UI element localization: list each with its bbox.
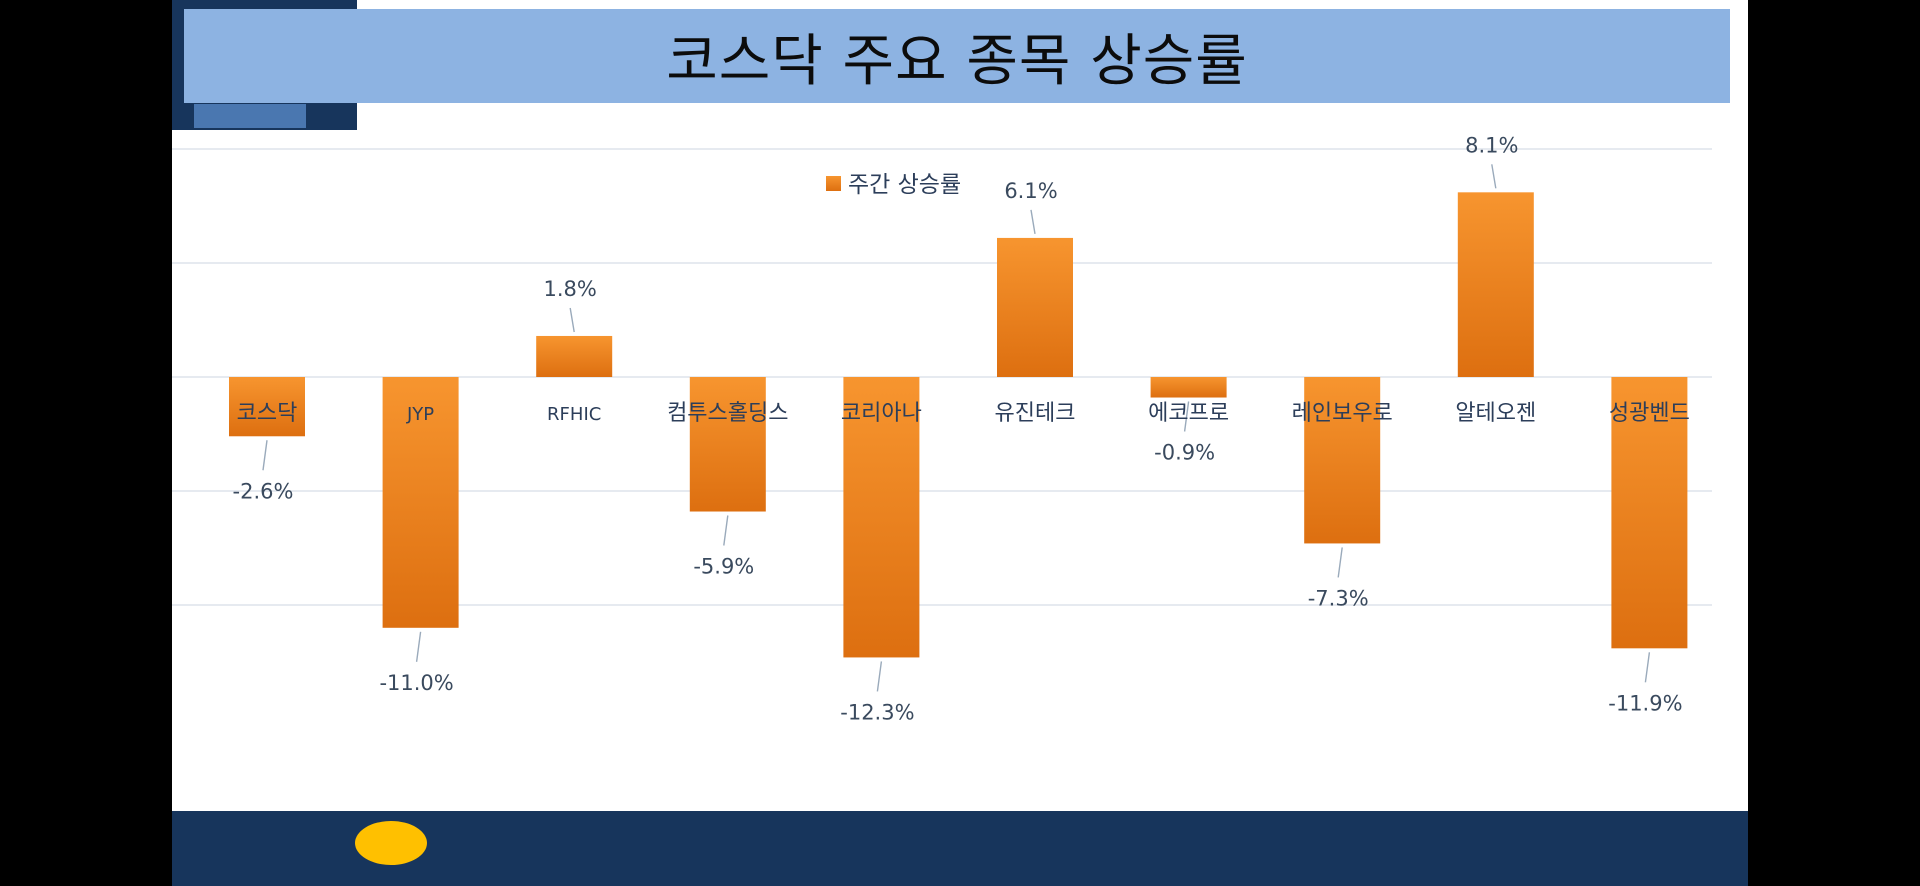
- bar: [382, 377, 459, 628]
- data-label: 1.8%: [544, 277, 597, 301]
- data-label: 6.1%: [1004, 179, 1057, 203]
- category-label: 성광벤드: [1609, 401, 1690, 426]
- category-label: 유진테크: [995, 401, 1076, 426]
- slide: 코스닥 주요 종목 상승률 -2.6% -11.0% 1.8% -5.9% -12.3%…: [172, 0, 1748, 886]
- data-label: -2.6%: [233, 479, 294, 503]
- bar: [843, 377, 920, 658]
- legend-swatch: [826, 176, 841, 191]
- bar: [689, 377, 766, 512]
- category-label: JYP: [406, 404, 434, 425]
- bar: [1150, 377, 1227, 398]
- data-label: -11.0%: [379, 671, 453, 695]
- leader-line: [1183, 401, 1190, 432]
- legend-label: 주간 상승률: [848, 172, 961, 198]
- category-label: 알테오젠: [1455, 401, 1536, 426]
- leader-line: [1491, 164, 1497, 189]
- data-label: -12.3%: [840, 700, 914, 724]
- leader-line: [262, 440, 268, 471]
- data-label: 8.1%: [1465, 133, 1518, 157]
- bar: [229, 377, 305, 437]
- category-label: 코스닥: [237, 401, 298, 426]
- leader-line: [569, 307, 575, 333]
- data-label: -5.9%: [693, 555, 754, 579]
- category-label: 레인보우로: [1292, 401, 1393, 426]
- data-label: -11.9%: [1608, 691, 1682, 715]
- bar: [1457, 192, 1534, 377]
- corner-accent: [194, 104, 306, 128]
- category-label: 에코프로: [1148, 401, 1229, 426]
- category-label: 컴투스홀딩스: [667, 401, 788, 426]
- data-label: -7.3%: [1308, 586, 1369, 610]
- category-label: RFHIC: [547, 404, 601, 425]
- bar: [1304, 377, 1381, 544]
- bar: [536, 335, 613, 377]
- leader-line: [876, 661, 883, 692]
- footer-circle: [355, 821, 427, 865]
- bar: [997, 237, 1073, 377]
- leader-line: [723, 515, 729, 546]
- leader-line: [1337, 547, 1343, 578]
- footer-bar: [172, 811, 1748, 886]
- slide-title: 코스닥 주요 종목 상승률: [666, 28, 1248, 94]
- category-label: 코리아나: [841, 401, 922, 426]
- leader-line: [415, 631, 422, 662]
- bar-chart: -2.6% -11.0% 1.8% -5.9% -12.3% 6.1% -0.9% -7.3%…: [172, 133, 1712, 724]
- data-label: -0.9%: [1154, 441, 1215, 465]
- title-bar: 코스닥 주요 종목 상승률: [184, 9, 1730, 103]
- leader-line: [1030, 209, 1036, 235]
- bar: [1611, 377, 1688, 649]
- leader-line: [1644, 652, 1651, 683]
